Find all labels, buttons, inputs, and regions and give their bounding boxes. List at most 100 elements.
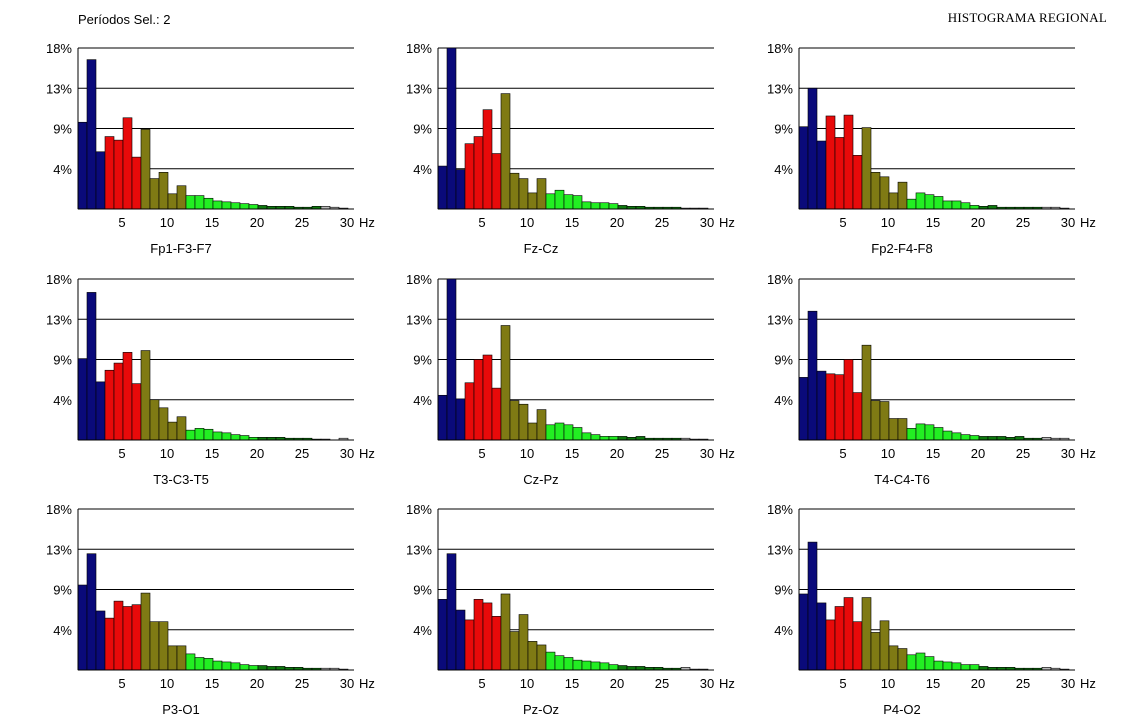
histogram-bar	[257, 665, 268, 671]
histogram-bar	[915, 192, 926, 210]
histogram-bar	[500, 325, 511, 441]
x-tick-label: 15	[565, 215, 579, 230]
histogram-bar	[77, 121, 88, 210]
histogram-bar	[572, 195, 583, 210]
histogram-bar	[987, 205, 998, 210]
x-tick-label: 15	[205, 446, 219, 461]
histogram-bar	[194, 657, 205, 671]
histogram-bar	[572, 427, 583, 441]
histogram-bar	[500, 593, 511, 671]
x-tick-label: 15	[926, 215, 940, 230]
histogram-bar	[527, 192, 538, 210]
histogram-bar	[843, 359, 854, 441]
histogram-bar	[509, 172, 520, 210]
x-tick-label: 25	[655, 215, 669, 230]
histogram-bar	[239, 435, 250, 441]
y-tick-label: 18%	[406, 41, 432, 56]
histogram-bar	[843, 597, 854, 671]
histogram-bar	[176, 416, 187, 441]
x-tick-label: 30	[1061, 215, 1075, 230]
histogram-bar	[897, 648, 908, 671]
histogram-bar	[437, 165, 448, 210]
histogram-bar	[942, 661, 953, 671]
histogram-panel: 18% 13% 9% 4% 5 10 15 20 25 30 Hz P4-O2	[767, 502, 1096, 717]
x-tick-label: 20	[610, 676, 624, 691]
x-unit-label: Hz	[719, 215, 735, 230]
x-tick-label: 15	[926, 446, 940, 461]
x-tick-label: 30	[700, 215, 714, 230]
x-tick-label: 5	[839, 676, 846, 691]
x-tick-label: 25	[655, 676, 669, 691]
histogram-panel: 18% 13% 9% 4% 5 10 15 20 25 30 Hz Cz-Pz	[406, 272, 735, 487]
histogram-bar	[518, 614, 529, 671]
histogram-bar	[113, 362, 124, 441]
histogram-bar	[266, 666, 277, 671]
y-tick-label: 9%	[774, 122, 793, 137]
x-tick-label: 15	[565, 446, 579, 461]
histogram-bar	[527, 422, 538, 441]
channel-label: Fz-Cz	[524, 241, 559, 256]
histogram-bar	[437, 599, 448, 671]
x-tick-label: 5	[118, 676, 125, 691]
histogram-bar	[104, 136, 115, 210]
histogram-bar	[158, 621, 169, 671]
y-tick-label: 4%	[413, 393, 432, 408]
histogram-bar	[545, 424, 556, 441]
y-tick-label: 18%	[46, 272, 72, 287]
histogram-bar	[455, 169, 466, 210]
histogram-bar	[870, 172, 881, 210]
histogram-bar	[599, 202, 610, 210]
x-unit-label: Hz	[359, 676, 375, 691]
histogram-bar	[545, 651, 556, 671]
histogram-bar	[599, 436, 610, 441]
histogram-bar	[131, 604, 142, 671]
histogram-bar	[852, 392, 863, 441]
histogram-bar	[86, 59, 97, 210]
histogram-bar	[996, 436, 1007, 441]
histogram-bar	[167, 193, 178, 210]
histogram-bar	[951, 662, 962, 671]
histogram-bar	[870, 632, 881, 671]
histogram-bar	[131, 156, 142, 210]
histogram-bar	[509, 631, 520, 671]
histogram-bar	[978, 436, 989, 441]
histogram-bar	[473, 359, 484, 441]
x-tick-label: 10	[881, 676, 895, 691]
histogram-bar	[581, 201, 592, 210]
x-tick-label: 5	[478, 676, 485, 691]
histogram-bar	[960, 202, 971, 210]
x-tick-label: 30	[340, 446, 354, 461]
x-unit-label: Hz	[359, 215, 375, 230]
histogram-bar	[446, 47, 457, 210]
y-tick-label: 13%	[767, 81, 793, 96]
histogram-bar	[104, 617, 115, 671]
histogram-bar	[897, 418, 908, 441]
histogram-bar	[95, 610, 106, 671]
channel-label: P4-O2	[883, 702, 921, 717]
histogram-bar	[122, 352, 133, 441]
x-unit-label: Hz	[1080, 676, 1096, 691]
y-tick-label: 13%	[406, 81, 432, 96]
histogram-bar	[275, 666, 286, 671]
x-tick-label: 30	[340, 676, 354, 691]
y-tick-label: 13%	[46, 542, 72, 557]
x-tick-label: 25	[295, 215, 309, 230]
histogram-bar	[888, 192, 899, 210]
histogram-bar	[248, 665, 259, 671]
histogram-bar	[563, 657, 574, 671]
x-tick-label: 15	[565, 676, 579, 691]
histogram-bar	[969, 205, 980, 210]
x-tick-label: 30	[1061, 676, 1075, 691]
y-tick-label: 13%	[46, 81, 72, 96]
x-tick-label: 25	[1016, 676, 1030, 691]
x-tick-label: 25	[295, 446, 309, 461]
y-tick-label: 9%	[413, 583, 432, 598]
histogram-bar	[608, 436, 619, 441]
histogram-bar	[86, 292, 97, 441]
histogram-bar	[590, 434, 601, 441]
histogram-bar	[257, 205, 268, 210]
y-tick-label: 4%	[53, 623, 72, 638]
x-tick-label: 20	[610, 446, 624, 461]
x-tick-label: 25	[295, 676, 309, 691]
